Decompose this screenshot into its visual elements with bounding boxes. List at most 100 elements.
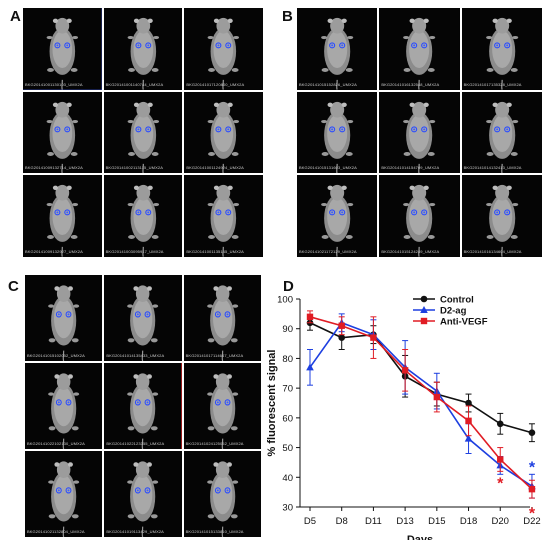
mouse-image [297, 91, 378, 174]
x-tick-label: D5 [304, 516, 316, 527]
image-filename-label: BKG20141001140744_UMX2A [105, 81, 164, 87]
mouse-image [25, 275, 103, 361]
panel-label-c: C [8, 278, 19, 295]
legend-label: Anti-VEGF [440, 317, 488, 328]
image-filename-label: BKG20141009132714_UMX2A [25, 165, 83, 171]
x-tick-label: D11 [365, 516, 382, 527]
data-point [528, 429, 536, 437]
image-filename-label: BKG20141015152826_UMX2A [299, 81, 357, 87]
y-tick-label: 30 [282, 503, 293, 514]
mouse-image [184, 8, 263, 90]
mouse-image [461, 91, 542, 174]
image-filename-label: BKG20141014132413_UMX2A [463, 165, 522, 171]
mouse-image [183, 275, 261, 361]
y-axis-label: % fluorescent signal [266, 350, 278, 457]
legend-marker [420, 306, 428, 313]
mouse-image-tile: BKG20141009132714_UMX2A [23, 91, 102, 174]
y-tick-label: 80 [282, 354, 293, 365]
panel-c-image-grid: BKG20141015102052_UMX2A BKG2014101413543… [25, 275, 261, 537]
mouse-image-tile: BKG20141015152826_UMX2A [297, 8, 378, 90]
mouse-image [104, 451, 182, 537]
image-filename-label: BKG20141017120800_UMX2A [186, 81, 245, 87]
x-tick-label: D15 [428, 516, 445, 527]
image-filename-label: BKG20141016132548_UMX2A [381, 81, 440, 87]
mouse-image-tile: BKG20141015131603_UMX2A [297, 91, 378, 174]
legend-label: Control [440, 295, 474, 306]
mouse-image [25, 451, 103, 537]
data-point [433, 393, 441, 401]
data-point [528, 485, 536, 493]
series-line [309, 322, 533, 434]
x-tick-label: D13 [396, 516, 413, 527]
mouse-image [379, 91, 460, 174]
data-point [464, 434, 473, 442]
mouse-image-tile: BKG20141017120800_UMX2A [184, 8, 263, 90]
data-point [338, 322, 345, 329]
mouse-image [183, 451, 261, 537]
mouse-image [104, 363, 182, 449]
y-tick-label: 70 [282, 384, 293, 395]
panel-label-a: A [10, 8, 21, 25]
mouse-image-tile: BKG20141017114647_UMX2A [183, 275, 261, 361]
image-filename-label: BKG20141014135433_UMX2A [106, 353, 165, 358]
mouse-image [103, 175, 183, 257]
x-tick-label: D8 [336, 516, 348, 527]
mouse-image [25, 363, 103, 449]
y-tick-label: 60 [282, 413, 293, 424]
mouse-image [184, 175, 263, 257]
mouse-image-tile: BKG20141001140744_UMX2A [103, 8, 183, 90]
mouse-image-tile: BKG20141019113429_UMX2A [104, 451, 182, 537]
mouse-image-tile: BKG20141015124249_UMX2A [379, 175, 460, 257]
mouse-image-tile: BKG20141001124924_UMX2A [184, 91, 263, 174]
mouse-image [103, 91, 183, 174]
image-filename-label: BKG20141022102130_UMX2A [27, 441, 85, 446]
image-filename-label: BKG20141009132927_UMX2A [25, 248, 83, 254]
image-filename-label: BKG20141001124924_UMX2A [186, 165, 244, 171]
significance-asterisk: * [497, 476, 504, 493]
image-filename-label: BKG20141016134604_UMX2A [463, 248, 522, 254]
panel-label-b: B [282, 8, 293, 25]
image-filename-label: BKG20141015133810_UMX2A [185, 529, 244, 534]
mouse-image [297, 8, 378, 90]
data-point [338, 334, 346, 341]
mouse-image-tile: BKG20141021132804_UMX2A [25, 451, 103, 537]
data-point [496, 420, 504, 428]
y-tick-label: 100 [277, 295, 293, 306]
x-axis-label: Days [407, 534, 433, 540]
data-point [370, 334, 377, 341]
image-filename-label: BKG20141021172129_UMX2A [299, 248, 357, 254]
mouse-image [461, 175, 542, 257]
mouse-image-tile: BKG20141016132548_UMX2A [379, 8, 460, 90]
mouse-image-tile: BKG20141014135433_UMX2A [104, 275, 182, 361]
legend-marker [420, 295, 428, 303]
mouse-image-tile: BKG20141014154709_UMX2A [379, 91, 460, 174]
mouse-image-tile: BKG20141014132413_UMX2A [461, 91, 542, 174]
image-filename-label: BKG20141003095917_UMX2A [105, 248, 164, 254]
mouse-image-tile: BKG20141015102052_UMX2A [25, 275, 103, 361]
panel-label-d: D [283, 278, 294, 295]
mouse-image-tile: BKG20141022102130_UMX2A [25, 363, 103, 449]
panel-a-image-grid: BKG20141001130103_UMX2A BKG2014100114074… [23, 8, 263, 257]
image-filename-label: BKG20141021132804_UMX2A [27, 529, 85, 534]
mouse-image [23, 175, 102, 257]
image-filename-label: BKG20141015131603_UMX2A [299, 165, 357, 171]
image-filename-label: BKG20141014154709_UMX2A [381, 165, 440, 171]
mouse-image [379, 175, 460, 257]
mouse-image-tile: BKG20141021172129_UMX2A [297, 175, 378, 257]
y-tick-label: 40 [282, 473, 293, 484]
mouse-image-tile: BKG20141001130103_UMX2A [23, 8, 102, 90]
significance-asterisk: * [529, 505, 536, 522]
mouse-image [104, 275, 182, 361]
fluorescent-signal-line-chart: 30 40 50 60 70 80 90 100 D5 D8 D11 D13 D15 D18 D20 D22%… [266, 295, 541, 541]
x-tick-label: D20 [492, 516, 509, 527]
image-filename-label: BKG20141001130103_UMX2A [25, 81, 83, 87]
image-filename-label: BKG20141019113429_UMX2A [106, 529, 164, 534]
mouse-image [184, 91, 263, 174]
mouse-image-tile: BKG20141015133810_UMX2A [183, 451, 261, 537]
data-point [306, 363, 314, 371]
mouse-image-tile: BKG20141017135328_UMX2A [461, 8, 542, 90]
data-point [465, 399, 472, 407]
series-line [309, 316, 533, 490]
significance-asterisk: * [529, 459, 536, 476]
data-point [306, 313, 314, 321]
